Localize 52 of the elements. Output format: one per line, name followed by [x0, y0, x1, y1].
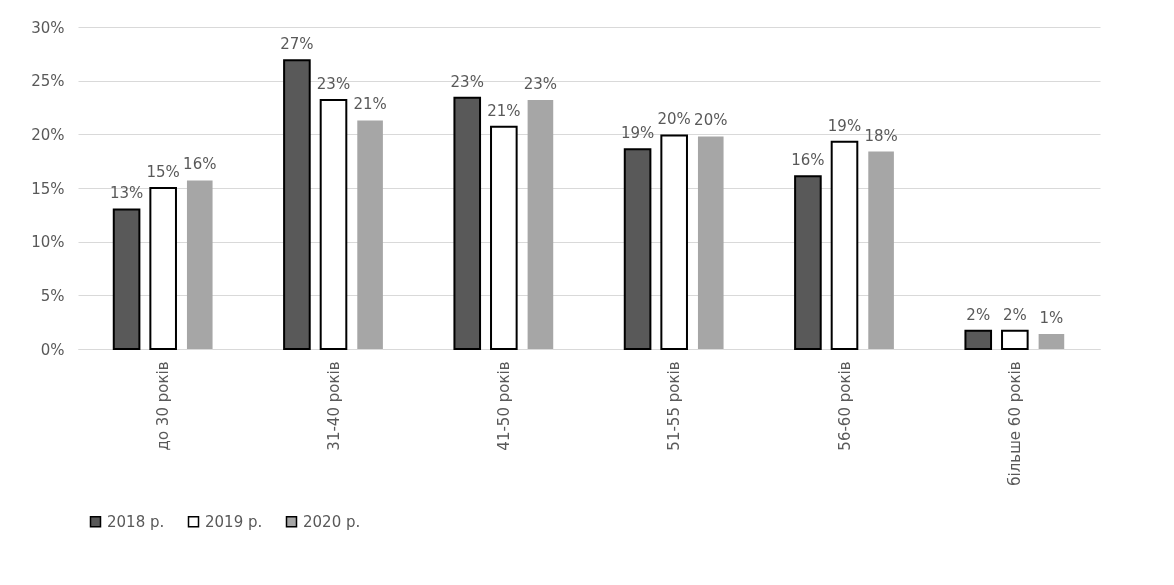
- y-tick-label: 20%: [31, 125, 65, 144]
- bar: [794, 175, 822, 350]
- y-tick-label: 15%: [31, 179, 65, 198]
- data-label: 20%: [694, 111, 728, 130]
- bar: [868, 151, 894, 349]
- bar: [527, 99, 554, 349]
- bar: [186, 180, 213, 349]
- bar: [1001, 329, 1029, 350]
- data-label: 19%: [827, 116, 862, 135]
- bar: [1038, 333, 1065, 349]
- data-label: 19%: [620, 124, 655, 143]
- data-label: 23%: [450, 72, 484, 91]
- y-tick-label: 0%: [40, 340, 65, 359]
- legend-label: 2020 р.: [303, 512, 361, 531]
- x-tick-label: до 30 років: [154, 361, 173, 451]
- bar: [283, 59, 311, 350]
- data-label: 27%: [280, 35, 314, 54]
- x-tick-label: 41-50 років: [494, 361, 513, 451]
- bar: [830, 140, 859, 350]
- data-label: 23%: [523, 74, 558, 93]
- data-label: 21%: [487, 101, 521, 120]
- bar: [149, 187, 177, 350]
- data-label: 2%: [966, 305, 991, 324]
- x-tick-label: більше 60 років: [1005, 361, 1024, 486]
- bar: [697, 136, 724, 349]
- y-tick-label: 10%: [31, 233, 65, 252]
- bar: [319, 98, 348, 350]
- bar: [964, 329, 993, 350]
- legend-label: 2018 р.: [107, 512, 165, 531]
- y-tick-label: 5%: [40, 286, 65, 305]
- bar: [490, 125, 518, 350]
- x-tick-label: 56-60 років: [835, 361, 854, 451]
- data-label: 13%: [109, 184, 144, 203]
- data-label: 23%: [316, 74, 351, 93]
- y-tick-label: 25%: [31, 72, 65, 91]
- bar: [357, 120, 383, 349]
- data-label: 16%: [791, 151, 825, 170]
- x-tick-label: 51-55 років: [665, 361, 684, 451]
- data-label: 21%: [353, 95, 387, 114]
- y-tick-label: 30%: [31, 18, 65, 37]
- x-tick-label: 31-40 років: [324, 361, 343, 451]
- data-label: 16%: [183, 155, 217, 174]
- bar: [453, 96, 482, 350]
- data-label: 20%: [657, 110, 691, 129]
- data-label: 2%: [1002, 305, 1027, 324]
- data-label: 18%: [864, 126, 898, 145]
- bar: [112, 208, 141, 350]
- data-label: 15%: [146, 163, 180, 181]
- data-label: 1%: [1039, 308, 1064, 327]
- bar: [623, 148, 652, 350]
- legend-label: 2019 р.: [205, 512, 263, 531]
- bar: [660, 134, 688, 350]
